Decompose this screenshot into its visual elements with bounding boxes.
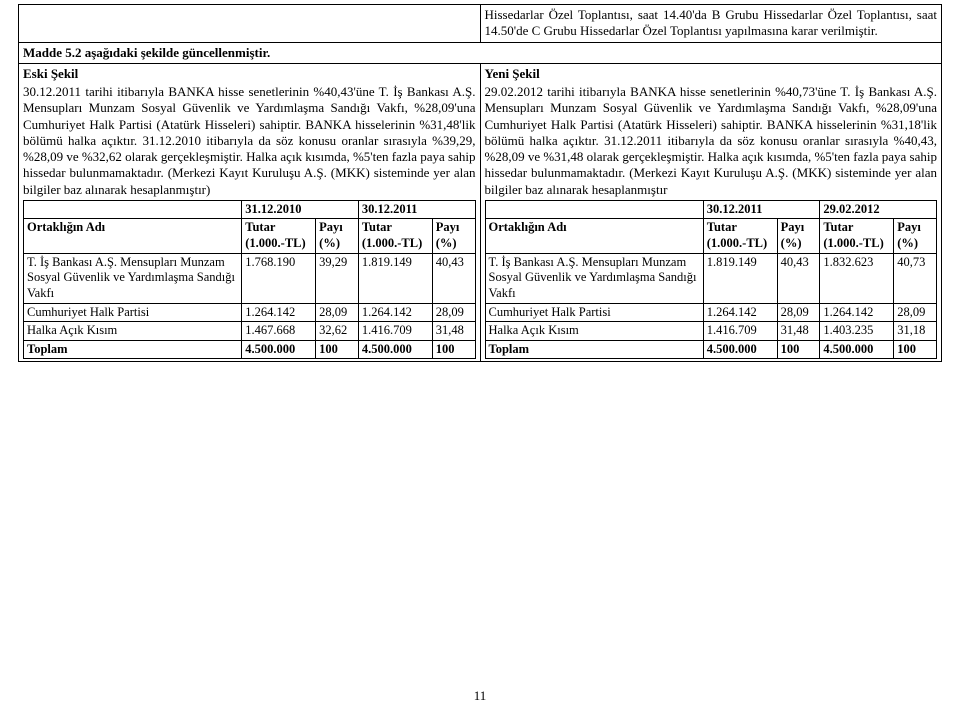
cell: 1.416.709 bbox=[703, 322, 777, 341]
row-name: Cumhuriyet Halk Partisi bbox=[24, 303, 242, 322]
col-ort: Ortaklığın Adı bbox=[485, 219, 703, 253]
top-left-cell bbox=[19, 5, 481, 43]
cell: 39,29 bbox=[316, 253, 359, 303]
cell: 1.403.235 bbox=[820, 322, 894, 341]
cell: 4.500.000 bbox=[358, 340, 432, 359]
top-right-cell: Hissedarlar Özel Toplantısı, saat 14.40'… bbox=[480, 5, 942, 43]
table-row: 30.12.2011 29.02.2012 bbox=[485, 200, 937, 219]
row-name: Cumhuriyet Halk Partisi bbox=[485, 303, 703, 322]
cell: 28,09 bbox=[777, 303, 820, 322]
cell: 40,73 bbox=[894, 253, 937, 303]
cell: 31,48 bbox=[777, 322, 820, 341]
right-inner-table: 30.12.2011 29.02.2012 Ortaklığın Adı Tut… bbox=[485, 200, 938, 360]
cell: 31,18 bbox=[894, 322, 937, 341]
col-tutar: Tutar (1.000.-TL) bbox=[820, 219, 894, 253]
cell: 1.819.149 bbox=[358, 253, 432, 303]
top-row: Hissedarlar Özel Toplantısı, saat 14.40'… bbox=[19, 5, 942, 43]
cell: 40,43 bbox=[777, 253, 820, 303]
table-row: Halka Açık Kısım 1.416.709 31,48 1.403.2… bbox=[485, 322, 937, 341]
cell: 100 bbox=[432, 340, 475, 359]
blank-cell bbox=[485, 200, 703, 219]
col-tutar: Tutar (1.000.-TL) bbox=[703, 219, 777, 253]
cell: 100 bbox=[894, 340, 937, 359]
col-payi: Payı (%) bbox=[316, 219, 359, 253]
left-heading: Eski Şekil bbox=[23, 66, 476, 82]
left-inner-table: 31.12.2010 30.12.2011 Ortaklığın Adı Tut… bbox=[23, 200, 476, 360]
cell: 1.264.142 bbox=[820, 303, 894, 322]
blank-cell bbox=[24, 200, 242, 219]
content-row: Eski Şekil 30.12.2011 tarihi itibarıyla … bbox=[19, 63, 942, 362]
table-row: Toplam 4.500.000 100 4.500.000 100 bbox=[485, 340, 937, 359]
row-name: Toplam bbox=[24, 340, 242, 359]
cell: 4.500.000 bbox=[703, 340, 777, 359]
page-number: 11 bbox=[474, 688, 487, 704]
table-row: T. İş Bankası A.Ş. Mensupları Munzam Sos… bbox=[485, 253, 937, 303]
row-name: T. İş Bankası A.Ş. Mensupları Munzam Sos… bbox=[485, 253, 703, 303]
right-col: Yeni Şekil 29.02.2012 tarihi itibarıyla … bbox=[480, 63, 942, 362]
row-name: Halka Açık Kısım bbox=[485, 322, 703, 341]
table-row: Halka Açık Kısım 1.467.668 32,62 1.416.7… bbox=[24, 322, 476, 341]
date-header: 30.12.2011 bbox=[703, 200, 820, 219]
cell: 1.264.142 bbox=[242, 303, 316, 322]
col-ort: Ortaklığın Adı bbox=[24, 219, 242, 253]
row-name: Toplam bbox=[485, 340, 703, 359]
col-payi: Payı (%) bbox=[432, 219, 475, 253]
cell: 32,62 bbox=[316, 322, 359, 341]
cell: 100 bbox=[777, 340, 820, 359]
date-header: 30.12.2011 bbox=[358, 200, 475, 219]
cell: 1.416.709 bbox=[358, 322, 432, 341]
col-payi: Payı (%) bbox=[894, 219, 937, 253]
row-name: T. İş Bankası A.Ş. Mensupları Munzam Sos… bbox=[24, 253, 242, 303]
madde-text: Madde 5.2 aşağıdaki şekilde güncellenmiş… bbox=[19, 42, 942, 63]
cell: 31,48 bbox=[432, 322, 475, 341]
cell: 1.467.668 bbox=[242, 322, 316, 341]
col-tutar: Tutar (1.000.-TL) bbox=[242, 219, 316, 253]
table-row: Toplam 4.500.000 100 4.500.000 100 bbox=[24, 340, 476, 359]
cell: 4.500.000 bbox=[820, 340, 894, 359]
col-payi: Payı (%) bbox=[777, 219, 820, 253]
madde-row: Madde 5.2 aşağıdaki şekilde güncellenmiş… bbox=[19, 42, 942, 63]
col-tutar: Tutar (1.000.-TL) bbox=[358, 219, 432, 253]
table-row: Cumhuriyet Halk Partisi 1.264.142 28,09 … bbox=[485, 303, 937, 322]
right-body: 29.02.2012 tarihi itibarıyla BANKA hisse… bbox=[485, 84, 938, 198]
table-row: Ortaklığın Adı Tutar (1.000.-TL) Payı (%… bbox=[485, 219, 937, 253]
date-header: 29.02.2012 bbox=[820, 200, 937, 219]
cell: 4.500.000 bbox=[242, 340, 316, 359]
cell: 1.832.623 bbox=[820, 253, 894, 303]
table-row: Ortaklığın Adı Tutar (1.000.-TL) Payı (%… bbox=[24, 219, 476, 253]
table-row: Cumhuriyet Halk Partisi 1.264.142 28,09 … bbox=[24, 303, 476, 322]
cell: 1.819.149 bbox=[703, 253, 777, 303]
date-header: 31.12.2010 bbox=[242, 200, 359, 219]
cell: 40,43 bbox=[432, 253, 475, 303]
left-body: 30.12.2011 tarihi itibarıyla BANKA hisse… bbox=[23, 84, 476, 198]
cell: 1.264.142 bbox=[703, 303, 777, 322]
cell: 28,09 bbox=[894, 303, 937, 322]
table-row: 31.12.2010 30.12.2011 bbox=[24, 200, 476, 219]
outer-table: Hissedarlar Özel Toplantısı, saat 14.40'… bbox=[18, 4, 942, 362]
left-col: Eski Şekil 30.12.2011 tarihi itibarıyla … bbox=[19, 63, 481, 362]
right-heading: Yeni Şekil bbox=[485, 66, 938, 82]
cell: 1.768.190 bbox=[242, 253, 316, 303]
page: Hissedarlar Özel Toplantısı, saat 14.40'… bbox=[0, 0, 960, 710]
table-row: T. İş Bankası A.Ş. Mensupları Munzam Sos… bbox=[24, 253, 476, 303]
cell: 1.264.142 bbox=[358, 303, 432, 322]
row-name: Halka Açık Kısım bbox=[24, 322, 242, 341]
cell: 28,09 bbox=[432, 303, 475, 322]
cell: 28,09 bbox=[316, 303, 359, 322]
cell: 100 bbox=[316, 340, 359, 359]
